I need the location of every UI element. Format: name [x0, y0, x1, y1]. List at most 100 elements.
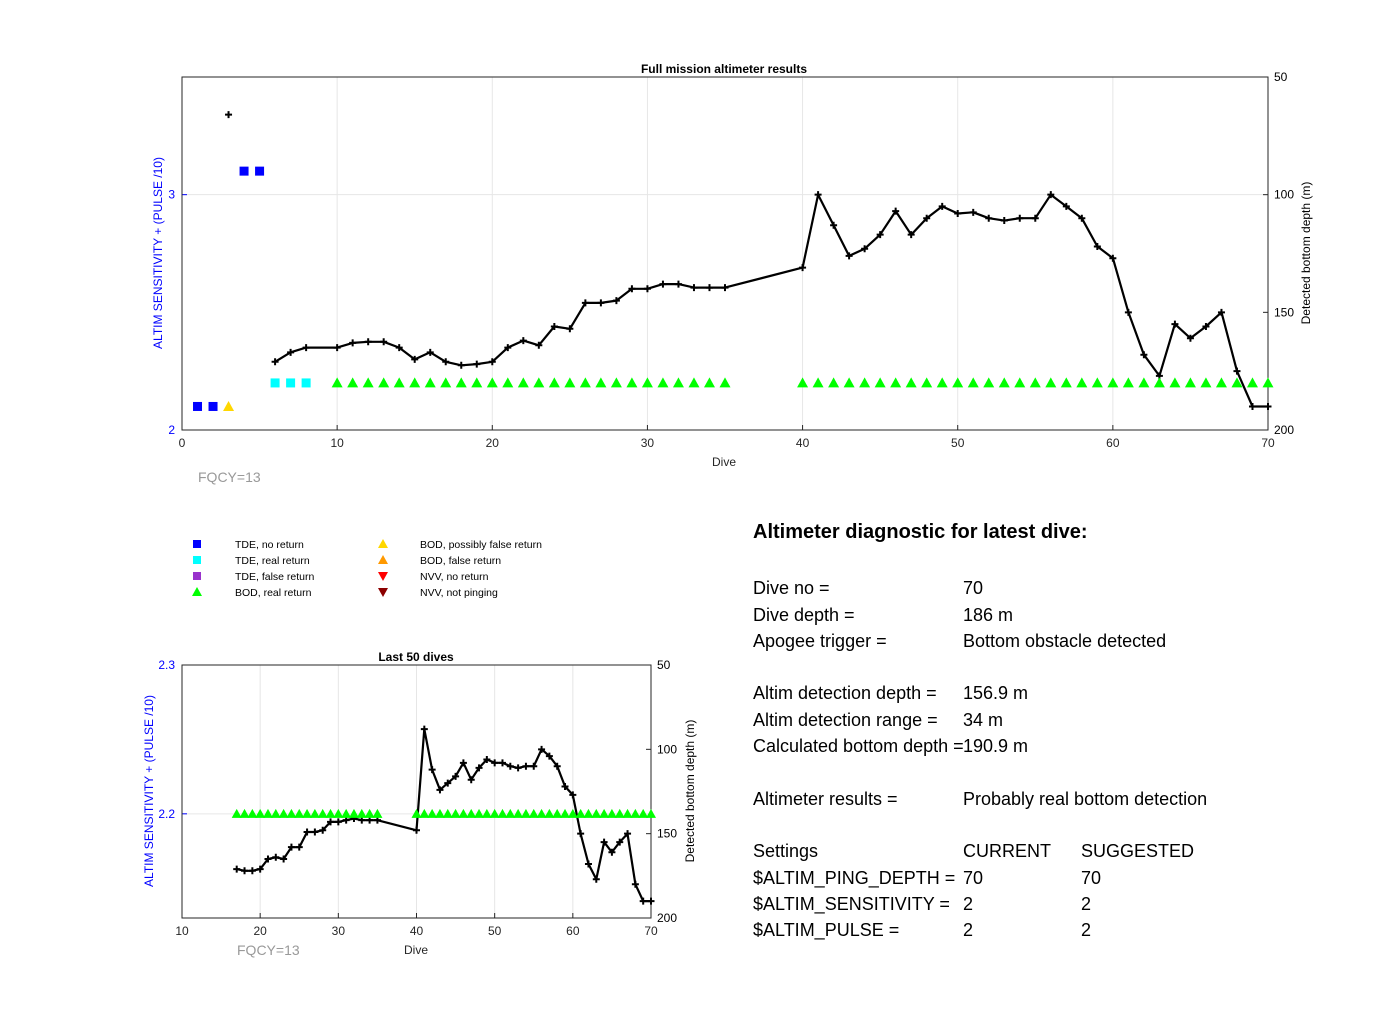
legend-label: NVV, not pinging [420, 587, 498, 599]
legend: TDE, no return TDE, real return TDE, false… [192, 539, 542, 599]
depth-point [1171, 320, 1179, 328]
left-tick-label: 3 [168, 188, 175, 202]
right-tick-label: 50 [657, 658, 671, 672]
legend-marker [378, 588, 388, 597]
pulse-row: $ALTIM_PULSE = 2 2 [753, 917, 1373, 943]
status-marker [466, 808, 477, 818]
status-marker [255, 166, 265, 176]
depth-point [1248, 402, 1256, 410]
depth-point [504, 344, 512, 352]
x-tick-label: 20 [486, 436, 500, 450]
status-marker [1014, 377, 1026, 388]
status-marker [1153, 377, 1165, 388]
status-marker [528, 808, 539, 818]
status-marker [364, 808, 375, 818]
legend-marker [193, 572, 201, 580]
status-marker [952, 377, 964, 388]
status-marker [301, 378, 311, 388]
depth-point [333, 344, 341, 352]
depth-point [436, 786, 444, 794]
top-chart: Full mission altimeter results 0 10 20 30 40… [151, 62, 1313, 485]
depth-point [597, 299, 605, 307]
status-marker [544, 808, 555, 818]
left-tick-label: 2 [168, 423, 175, 437]
depth-point [705, 284, 713, 292]
status-marker [278, 808, 289, 818]
depth-point [264, 855, 272, 863]
apogee-value: Bottom obstacle detected [963, 630, 1167, 651]
depth-point [538, 745, 546, 753]
status-marker [347, 377, 359, 388]
depth-point [569, 791, 577, 799]
depth-point [233, 865, 241, 873]
status-marker [1200, 377, 1212, 388]
status-marker [419, 808, 430, 818]
status-marker [646, 808, 656, 818]
status-marker [890, 377, 902, 388]
apogee-row: Apogee trigger = Bottom obstacle detected [753, 628, 1373, 654]
depth-point [420, 725, 428, 733]
status-marker [905, 377, 917, 388]
bottom-left-axis-label: ALTIM SENSITIVITY + (PULSE /10) [142, 695, 156, 887]
status-marker [828, 377, 840, 388]
depth-point [498, 759, 506, 767]
x-tick-label: 70 [644, 924, 658, 938]
suggested-header: SUGGESTED [1081, 841, 1195, 862]
right-tick-label: 200 [657, 911, 677, 925]
status-marker [372, 808, 383, 818]
ping-depth-label: $ALTIM_PING_DEPTH = [753, 867, 956, 888]
depth-point [311, 828, 319, 836]
status-marker [983, 377, 995, 388]
x-tick-label: 30 [332, 924, 346, 938]
top-x-axis-label: Dive [712, 455, 736, 469]
status-marker [1262, 377, 1274, 388]
status-marker [1091, 377, 1103, 388]
depth-point [566, 325, 574, 333]
x-tick-label: 20 [253, 924, 267, 938]
dive-depth-value: 186 m [963, 604, 1014, 625]
depth-point [1047, 191, 1055, 199]
status-marker [208, 401, 218, 411]
dive-no-label: Dive no = [753, 578, 830, 599]
status-marker [294, 808, 305, 818]
x-tick-label: 40 [796, 436, 810, 450]
x-tick-label: 10 [175, 924, 189, 938]
depth-point [938, 202, 946, 210]
dive-depth-row: Dive depth = 186 m [753, 602, 1373, 628]
depth-point [577, 830, 585, 838]
status-marker [1076, 377, 1088, 388]
depth-point [535, 341, 543, 349]
status-marker [427, 808, 438, 818]
dive-depth-label: Dive depth = [753, 604, 855, 625]
status-marker [874, 377, 886, 388]
status-marker [859, 377, 871, 388]
status-marker [341, 808, 352, 818]
status-marker [270, 808, 281, 818]
bottom-chart-title: Last 50 dives [378, 650, 454, 664]
depth-point [690, 284, 698, 292]
status-marker [513, 808, 524, 818]
bottom-fqcy-label: FQCY=13 [237, 942, 300, 958]
depth-point [349, 339, 357, 347]
depth-point [876, 231, 884, 239]
depth-point [581, 299, 589, 307]
status-marker [455, 377, 467, 388]
status-marker [567, 808, 578, 818]
status-marker [719, 377, 731, 388]
det-range-label: Altim detection range = [753, 709, 938, 730]
status-marker [255, 808, 266, 818]
depth-point [799, 264, 807, 272]
status-marker [331, 377, 343, 388]
status-marker [610, 377, 622, 388]
depth-point [428, 766, 436, 774]
status-marker [239, 808, 250, 818]
status-marker [442, 808, 453, 818]
det-depth-label: Altim detection depth = [753, 683, 937, 704]
status-marker [595, 377, 607, 388]
depth-point [319, 826, 327, 834]
depth-point [519, 337, 527, 345]
status-marker [450, 808, 461, 818]
bottom-chart: Last 50 dives 10 20 30 40 50 60 70 2.2 2.3 50 100 1… [142, 650, 697, 958]
depth-point [366, 816, 374, 824]
